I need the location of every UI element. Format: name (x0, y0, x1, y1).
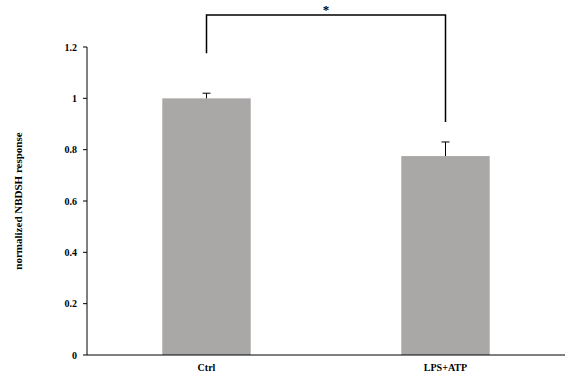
error-bar (442, 142, 450, 156)
y-tick-label: 0.2 (65, 298, 78, 309)
y-axis-label: normalized NBDSH response (12, 132, 24, 269)
y-tick-label: 0.4 (65, 247, 78, 258)
significance-label: * (323, 2, 330, 17)
y-tick (83, 355, 87, 356)
chart-container: 0 0.2 0.4 0.6 0.8 1 1.2 Ctrl LPS+ATP normalized N… (0, 0, 577, 381)
y-tick (83, 47, 87, 48)
error-bar (203, 93, 211, 98)
bars (162, 93, 489, 355)
y-tick (83, 98, 87, 99)
y-tick (83, 201, 87, 202)
y-tick (83, 149, 87, 150)
x-axis (87, 355, 565, 356)
y-tick-label: 0.8 (65, 144, 78, 155)
chart-svg: 0 0.2 0.4 0.6 0.8 1 1.2 Ctrl LPS+ATP normalized N… (0, 0, 577, 381)
y-tick-label: 1.2 (65, 42, 78, 53)
bar (162, 98, 250, 355)
x-tick-label: LPS+ATP (424, 362, 467, 373)
y-tick-label: 1 (72, 93, 77, 104)
y-tick-label: 0.6 (65, 196, 78, 207)
x-tick-label: Ctrl (198, 362, 216, 373)
significance-bracket (207, 15, 446, 122)
y-tick (83, 252, 87, 253)
y-tick-label: 0 (72, 350, 77, 361)
bar (401, 156, 489, 355)
y-tick (83, 303, 87, 304)
